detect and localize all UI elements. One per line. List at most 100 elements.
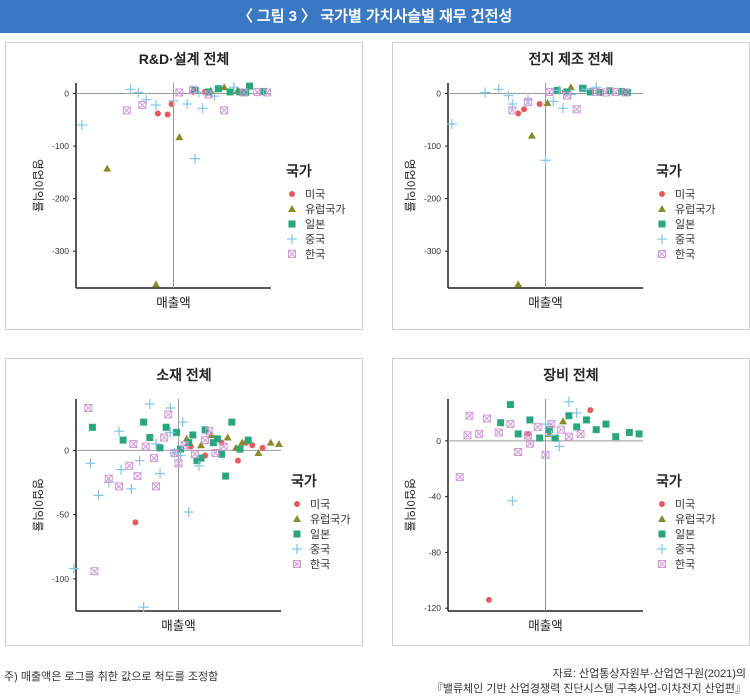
data-point [523, 431, 532, 440]
data-point [508, 106, 517, 115]
data-point [465, 411, 474, 420]
legend-item: 일본 [291, 527, 350, 541]
data-point [177, 417, 188, 428]
data-point [132, 519, 139, 526]
data-point [154, 110, 161, 117]
data-point [506, 401, 514, 409]
legend-item: 중국 [656, 542, 715, 556]
y-tick-label: -300 [52, 246, 69, 256]
chart-panel-equipment: 장비 전체 0 -40 -80 -120 매출액 영업이익률 국가 미국 유럽국가 일본 중국 한국 [392, 358, 750, 646]
data-point [93, 490, 104, 501]
legend-marker [288, 250, 296, 258]
data-point [526, 416, 534, 424]
data-point [201, 426, 209, 434]
data-point [551, 434, 559, 442]
x-axis-label: 매출액 [156, 296, 191, 310]
data-point [587, 407, 594, 414]
x-axis-label: 매출액 [528, 619, 563, 633]
data-point [149, 454, 158, 463]
data-point [540, 155, 551, 166]
legend-label: 일본 [675, 219, 696, 231]
data-point [506, 420, 515, 429]
legend-marker [657, 234, 667, 244]
data-point [114, 426, 125, 437]
y-tick-label: -80 [429, 547, 442, 557]
y-tick-label: -100 [424, 141, 441, 151]
data-point [228, 418, 236, 426]
data-point [565, 412, 573, 420]
data-point [455, 473, 464, 482]
y-axis-label: 영업이익률 [31, 159, 44, 212]
data-point [540, 419, 551, 430]
data-point [85, 458, 96, 469]
data-point [146, 434, 154, 442]
data-point [576, 429, 585, 438]
legend-label: 한국 [675, 559, 696, 571]
data-point [601, 88, 610, 97]
chart-title: R&D·설계 전체 [138, 51, 230, 67]
data-point [88, 423, 96, 431]
data-point [138, 602, 149, 613]
data-point [592, 426, 600, 434]
legend-label: 미국 [675, 499, 696, 511]
legend-marker [658, 560, 666, 568]
figure-title-bar: 〈 그림 3 〉 국가별 가치사슬별 재무 건전성 [0, 0, 750, 33]
data-point [76, 120, 87, 131]
data-point [514, 280, 523, 288]
legend: 국가 미국 유럽국가 일본 중국 한국 [286, 161, 345, 262]
data-point [557, 425, 566, 434]
data-point [503, 90, 514, 101]
data-point [573, 423, 581, 431]
y-axis-label: 영업이익률 [31, 479, 44, 532]
data-point [497, 419, 505, 427]
data-point [545, 426, 553, 434]
data-point [523, 97, 532, 106]
data-point [197, 454, 205, 462]
legend-label: 중국 [310, 544, 331, 556]
data-point [129, 439, 138, 448]
data-point [182, 99, 193, 110]
legend-label: 미국 [675, 189, 696, 201]
legend-title: 국가 [291, 473, 317, 489]
data-point [524, 430, 531, 437]
data-point [572, 105, 581, 114]
y-tick-label: -100 [52, 141, 69, 151]
legend: 국가 미국 유럽국가 일본 중국 한국 [656, 471, 715, 572]
data-point [259, 444, 266, 451]
legend-item: 중국 [656, 232, 715, 246]
data-point [547, 420, 556, 429]
legend-item: 한국 [656, 247, 715, 261]
data-point [164, 111, 171, 118]
y-tick-label: -100 [52, 574, 69, 584]
data-point [177, 445, 185, 453]
data-point [480, 87, 491, 98]
data-point [104, 474, 113, 483]
legend: 국가 미국 유럽국가 일본 중국 한국 [291, 471, 350, 572]
x-axis-label: 매출액 [161, 619, 196, 633]
data-point [475, 429, 484, 438]
legend-marker [659, 501, 665, 507]
data-point [174, 459, 183, 468]
data-point [190, 450, 199, 459]
footnote: 주) 매출액은 로그를 취한 값으로 척도를 조정함 [4, 671, 219, 683]
legend-marker [658, 515, 666, 522]
legend-item: 일본 [656, 217, 715, 231]
data-point [514, 430, 522, 438]
data-point [172, 428, 180, 436]
legend-item: 유럽국가 [286, 202, 345, 216]
data-point [119, 436, 127, 444]
legend-item: 미국 [286, 187, 345, 201]
data-point [201, 436, 210, 445]
scatter-plot-equipment: 0 -40 -80 -120 매출액 영업이익률 [403, 396, 643, 633]
data-point [218, 450, 226, 458]
data-point [536, 101, 543, 108]
data-point [160, 433, 169, 442]
data-point [612, 433, 620, 441]
legend-marker [658, 530, 666, 538]
data-point [141, 442, 150, 451]
y-tick-label: -50 [57, 510, 70, 520]
data-point [191, 86, 199, 94]
data-point [68, 563, 79, 574]
data-point [536, 434, 544, 442]
data-point [242, 88, 250, 96]
